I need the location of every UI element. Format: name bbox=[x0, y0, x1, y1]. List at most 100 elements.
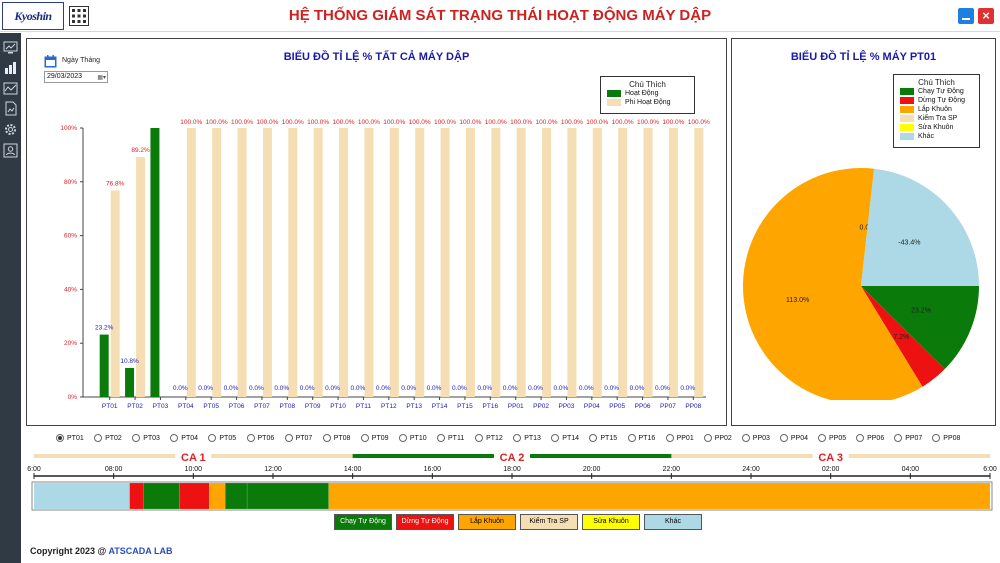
machine-radio-pp07[interactable]: PP07 bbox=[894, 432, 922, 444]
user-icon[interactable] bbox=[3, 143, 18, 158]
radio-label: PT07 bbox=[295, 434, 313, 442]
radio-button[interactable] bbox=[551, 434, 560, 442]
radio-button[interactable] bbox=[360, 434, 369, 442]
radio-button[interactable] bbox=[208, 434, 217, 442]
machine-radio-pp06[interactable]: PP06 bbox=[856, 432, 884, 444]
radio-button[interactable] bbox=[818, 434, 826, 442]
x-tick-label: PT14 bbox=[432, 403, 448, 410]
machine-radio-pt04[interactable]: PT04 bbox=[170, 432, 198, 444]
monitor-icon[interactable] bbox=[3, 40, 18, 55]
settings-icon[interactable] bbox=[3, 122, 18, 137]
machine-radio-pt07[interactable]: PT07 bbox=[284, 432, 313, 444]
radio-button[interactable] bbox=[475, 434, 484, 442]
footer: Copyright 2023 @ ATSCADA LAB bbox=[30, 546, 172, 556]
status-segment bbox=[328, 482, 991, 510]
shift-label-bg bbox=[812, 448, 849, 464]
shift-timeline: CA 1 CA 2 CA 3 6:00 08:00 10:00 12:00 14:00 16:0… bbox=[27, 448, 997, 511]
legend-label: Lắp Khuôn bbox=[918, 106, 952, 113]
bar-inactive bbox=[542, 128, 552, 397]
sidebar bbox=[0, 33, 21, 563]
radio-button[interactable] bbox=[437, 434, 445, 442]
radio-button[interactable] bbox=[246, 434, 255, 442]
radio-button[interactable] bbox=[322, 434, 331, 442]
status-legend-item: Dừng Tự Động bbox=[396, 514, 454, 530]
radio-button[interactable] bbox=[665, 434, 674, 442]
x-tick-label: PT07 bbox=[254, 403, 270, 410]
apps-grid-icon[interactable] bbox=[69, 6, 89, 26]
radio-button[interactable] bbox=[94, 434, 103, 442]
bar-active-label: 0.0% bbox=[401, 385, 416, 392]
machine-radio-pt03[interactable]: PT03 bbox=[132, 432, 160, 444]
bar-inactive bbox=[339, 128, 349, 397]
radio-button[interactable] bbox=[627, 434, 636, 442]
status-segment bbox=[129, 482, 144, 510]
calendar-icon bbox=[44, 55, 57, 68]
legend-swatch bbox=[900, 133, 914, 140]
radio-button[interactable] bbox=[56, 434, 64, 442]
machine-radio-pp04[interactable]: PP04 bbox=[779, 432, 809, 444]
report-icon[interactable] bbox=[3, 101, 18, 116]
radio-button[interactable] bbox=[284, 434, 293, 442]
radio-button[interactable] bbox=[589, 434, 598, 442]
radio-label: PP07 bbox=[905, 434, 923, 442]
y-tick-label: 20% bbox=[64, 340, 77, 347]
time-label: 04:00 bbox=[902, 466, 920, 473]
radio-button[interactable] bbox=[741, 434, 750, 442]
radio-label: PT02 bbox=[105, 434, 122, 442]
status-segment bbox=[33, 482, 130, 510]
machine-radio-pt13[interactable]: PT13 bbox=[513, 432, 541, 444]
line-chart-icon[interactable] bbox=[3, 81, 18, 96]
radio-button[interactable] bbox=[513, 434, 522, 442]
pie-slice-label: -43.4% bbox=[898, 240, 920, 247]
machine-radio-pt14[interactable]: PT14 bbox=[551, 432, 579, 444]
radio-button[interactable] bbox=[398, 434, 407, 442]
machine-radio-pt09[interactable]: PT09 bbox=[360, 432, 389, 444]
radio-button[interactable] bbox=[703, 434, 712, 442]
bar-inactive bbox=[237, 128, 247, 397]
radio-button[interactable] bbox=[856, 434, 865, 442]
machine-selector: PT01 PT02 PT03 PT04 PT05 PT06 PT07 PT08 PT09 PT10… bbox=[56, 432, 976, 444]
machine-radio-pt01[interactable]: PT01 bbox=[56, 432, 84, 444]
machine-pie-chart: 23.2%7.2%113.0%0.0%-43.4% bbox=[743, 168, 979, 400]
radio-button[interactable] bbox=[170, 434, 179, 442]
radio-button[interactable] bbox=[132, 434, 141, 442]
x-tick-label: PT03 bbox=[153, 403, 169, 410]
bar-inactive-label: 100.0% bbox=[688, 119, 710, 126]
calendar-dropdown-icon[interactable]: ▦▾ bbox=[97, 75, 106, 81]
machine-radio-pt11[interactable]: PT11 bbox=[437, 432, 464, 444]
machine-radio-pp03[interactable]: PP03 bbox=[741, 432, 770, 444]
bar-inactive bbox=[643, 128, 653, 397]
bar-inactive-label: 100.0% bbox=[256, 119, 278, 126]
x-tick-label: PT15 bbox=[457, 403, 473, 410]
machine-radio-pp08[interactable]: PP08 bbox=[932, 432, 960, 444]
machine-radio-pt10[interactable]: PT10 bbox=[398, 432, 427, 444]
close-button[interactable]: × bbox=[978, 8, 994, 24]
status-segment bbox=[179, 482, 210, 510]
machine-radio-pt08[interactable]: PT08 bbox=[322, 432, 350, 444]
radio-button[interactable] bbox=[894, 434, 903, 442]
radio-button[interactable] bbox=[932, 434, 941, 442]
x-tick-label: PT05 bbox=[203, 403, 219, 410]
x-tick-label: PT08 bbox=[280, 403, 296, 410]
machine-radio-pt12[interactable]: PT12 bbox=[475, 432, 503, 444]
legend-label: Sửa Khuôn bbox=[918, 124, 954, 131]
legend-item: Khác bbox=[900, 132, 979, 141]
machine-radio-pt06[interactable]: PT06 bbox=[246, 432, 274, 444]
machine-radio-pt05[interactable]: PT05 bbox=[208, 432, 236, 444]
machine-radio-pt02[interactable]: PT02 bbox=[94, 432, 122, 444]
date-picker-input[interactable]: 29/03/2023 ▦▾ bbox=[44, 71, 108, 83]
machine-radio-pt15[interactable]: PT15 bbox=[589, 432, 617, 444]
bar-active-label: 10.8% bbox=[120, 358, 139, 365]
bar-chart-icon[interactable] bbox=[3, 60, 18, 75]
radio-button[interactable] bbox=[779, 434, 788, 442]
bar-active-label: 0.0% bbox=[477, 385, 492, 392]
status-segment bbox=[209, 482, 226, 510]
machine-radio-pp05[interactable]: PP05 bbox=[818, 432, 846, 444]
machine-radio-pp01[interactable]: PP01 bbox=[665, 432, 694, 444]
minimize-button[interactable] bbox=[958, 8, 974, 24]
radio-label: PP04 bbox=[790, 434, 809, 442]
machine-radio-pp02[interactable]: PP02 bbox=[703, 432, 732, 444]
bar-active-label: 0.0% bbox=[198, 385, 213, 392]
machine-radio-pt16[interactable]: PT16 bbox=[627, 432, 655, 444]
x-tick-label: PP05 bbox=[609, 403, 625, 410]
